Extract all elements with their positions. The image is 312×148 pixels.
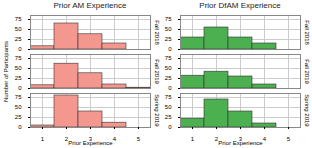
svg-text:0: 0	[168, 124, 172, 130]
svg-text:Fall 2018: Fall 2018	[304, 20, 310, 45]
svg-text:Fall 2019: Fall 2019	[154, 59, 160, 84]
svg-text:Spring 2019: Spring 2019	[304, 94, 310, 127]
svg-text:0: 0	[168, 85, 172, 91]
svg-text:2: 2	[64, 135, 69, 142]
svg-text:75: 75	[15, 16, 22, 22]
svg-text:75: 75	[165, 55, 172, 61]
svg-text:4: 4	[113, 136, 117, 142]
svg-text:25: 25	[165, 114, 172, 120]
svg-text:25: 25	[165, 75, 172, 81]
svg-text:0: 0	[168, 46, 172, 52]
svg-text:Fall 2019: Fall 2019	[304, 59, 310, 84]
svg-text:1: 1	[41, 136, 45, 142]
svg-text:25: 25	[15, 75, 22, 81]
html-text:Prior DfAM Experience: Prior DfAM Experience	[199, 1, 281, 10]
svg-text:75: 75	[15, 94, 22, 100]
svg-text:50: 50	[165, 104, 172, 110]
svg-text:0: 0	[18, 85, 22, 91]
svg-text:0: 0	[18, 46, 22, 52]
html-text:Prior AM Experience: Prior AM Experience	[53, 1, 127, 10]
svg-text:25: 25	[15, 114, 22, 120]
svg-text:50: 50	[15, 104, 22, 110]
svg-text:50: 50	[165, 26, 172, 32]
svg-text:Fall 2018: Fall 2018	[154, 20, 160, 45]
svg-text:2: 2	[214, 135, 219, 142]
svg-text:4: 4	[263, 136, 267, 142]
svg-text:50: 50	[15, 65, 22, 71]
svg-text:1: 1	[191, 136, 195, 142]
svg-text:Number of Participants: Number of Participants	[3, 41, 9, 102]
svg-text:75: 75	[15, 55, 22, 61]
svg-text:50: 50	[165, 65, 172, 71]
svg-text:5: 5	[137, 136, 141, 142]
svg-text:5: 5	[287, 136, 291, 142]
svg-text:0: 0	[18, 124, 22, 130]
svg-text:50: 50	[15, 26, 22, 32]
svg-text:25: 25	[15, 36, 22, 42]
svg-text:Prior Experience: Prior Experience	[68, 140, 113, 146]
svg-text:75: 75	[165, 16, 172, 22]
svg-text:Spring 2019: Spring 2019	[154, 94, 160, 127]
svg-text:75: 75	[165, 94, 172, 100]
svg-text:Prior Experience: Prior Experience	[218, 140, 263, 146]
svg-text:25: 25	[165, 36, 172, 42]
